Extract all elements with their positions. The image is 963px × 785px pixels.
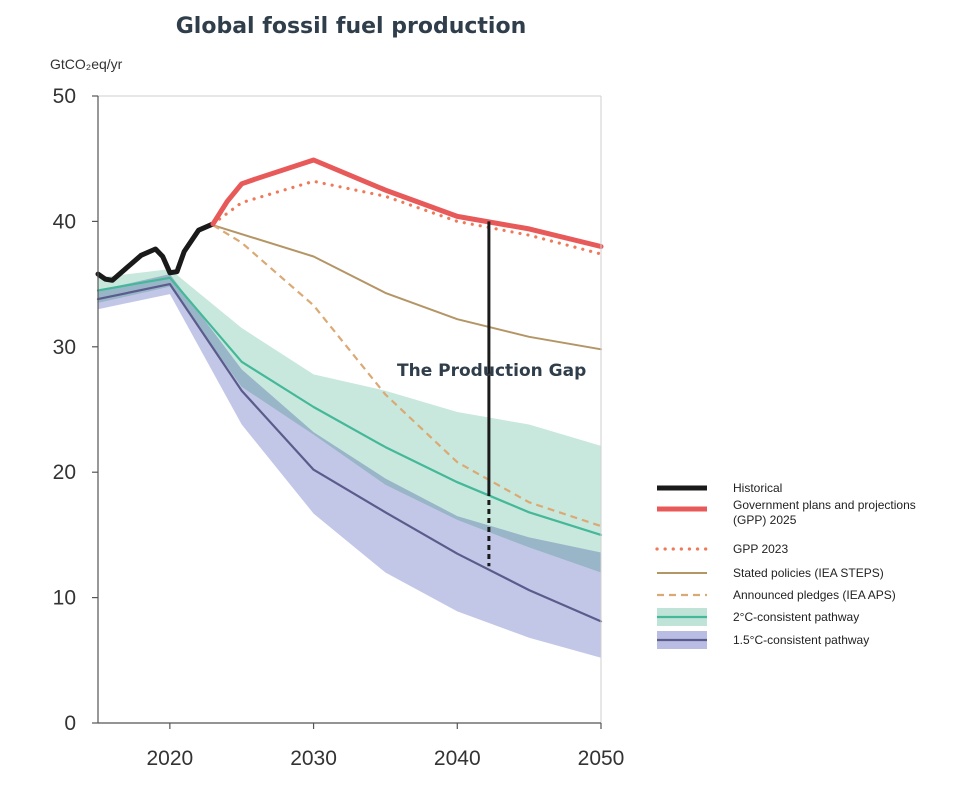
- y-axis-unit: GtCO₂eq/yr: [50, 56, 123, 72]
- line-announced-pledges-iea-aps: [212, 224, 602, 528]
- series-lines: [95, 157, 604, 623]
- legend-item-1-5-c-consistent-pathway: 1.5°C-consistent pathway: [657, 631, 869, 649]
- legend-item-historical: Historical: [657, 481, 782, 495]
- legend-item-gpp-2023: GPP 2023: [655, 542, 788, 556]
- x-tick-label: 2040: [434, 747, 481, 770]
- band-2-c-consistent-pathway: [98, 269, 601, 573]
- legend-item-2-c-consistent-pathway: 2°C-consistent pathway: [657, 608, 859, 626]
- legend-label: Stated policies (IEA STEPS): [733, 566, 884, 580]
- legend-label: Government plans and projections (GPP) 20…: [733, 498, 916, 527]
- y-tick-label: 20: [53, 461, 76, 484]
- legend-item-announced-pledges-iea-aps: Announced pledges (IEA APS): [657, 588, 896, 602]
- legend-label: Historical: [733, 481, 782, 495]
- line-gpp-2023: [211, 179, 603, 256]
- chart-title: Global fossil fuel production: [176, 14, 526, 39]
- legend-label: 1.5°C-consistent pathway: [733, 633, 869, 647]
- production-gap-label: The Production Gap: [397, 361, 586, 381]
- legend-item-government-plans-and-projections-gpp-2025: Government plans and projections (GPP) 20…: [657, 498, 916, 527]
- line-1-5-c-consistent-pathway: [96, 283, 603, 623]
- line-2-c-consistent-pathway: [96, 276, 603, 536]
- legend-label: GPP 2023: [733, 542, 788, 556]
- x-tick-label: 2030: [290, 747, 337, 770]
- plot-frame: [97, 95, 602, 724]
- line-stated-policies-iea-steps: [212, 224, 602, 351]
- legend-label-line: Government plans and projections: [733, 498, 916, 512]
- legend: Historical Government plans and projectio…: [655, 481, 916, 649]
- legend-label-line: (GPP) 2025: [733, 513, 797, 527]
- pathway-bands: [98, 269, 601, 658]
- y-tick-label: 50: [53, 85, 76, 108]
- legend-label: 2°C-consistent pathway: [733, 610, 859, 624]
- x-tick-label: 2050: [578, 747, 625, 770]
- y-tick-label: 30: [53, 336, 76, 359]
- line-historical: [95, 221, 216, 283]
- legend-item-stated-policies-iea-steps: Stated policies (IEA STEPS): [657, 566, 884, 580]
- line-government-plans-and-projections-gpp-2025: [210, 157, 604, 249]
- y-tick-label: 0: [64, 712, 76, 735]
- y-tick-label: 40: [53, 210, 76, 233]
- x-tick-label: 2020: [146, 747, 193, 770]
- legend-label: Announced pledges (IEA APS): [733, 588, 896, 602]
- y-tick-label: 10: [53, 587, 76, 610]
